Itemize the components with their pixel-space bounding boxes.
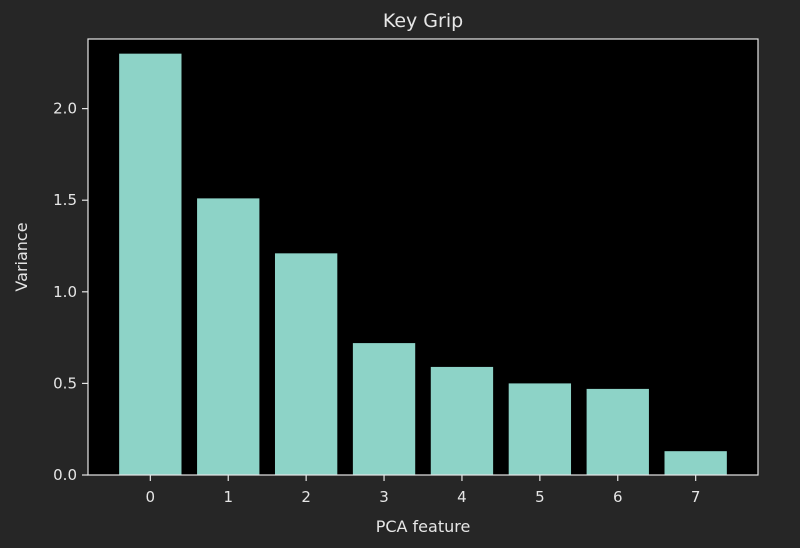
x-tick-label: 5 <box>535 488 545 506</box>
x-tick-label: 6 <box>613 488 623 506</box>
y-tick-label: 1.0 <box>53 283 77 301</box>
y-tick-label: 2.0 <box>53 100 77 118</box>
chart-title: Key Grip <box>383 10 463 32</box>
x-tick-label: 0 <box>146 488 156 506</box>
x-axis-ticks: 0 1 2 3 4 5 6 7 <box>146 475 701 506</box>
plot-frame <box>87 38 759 476</box>
x-tick-label: 4 <box>457 488 467 506</box>
bar-6 <box>586 388 649 475</box>
bar-5 <box>508 383 572 475</box>
x-axis-label: PCA feature <box>376 517 471 536</box>
bars <box>119 53 727 475</box>
y-axis-label: Variance <box>12 222 31 291</box>
y-tick-label: 1.5 <box>53 191 77 209</box>
plot-area <box>88 39 758 475</box>
x-tick-label: 1 <box>223 488 233 506</box>
x-tick-label: 2 <box>301 488 311 506</box>
bar-4 <box>430 366 494 475</box>
y-tick-label: 0.5 <box>53 374 77 392</box>
bar-1 <box>197 198 260 475</box>
x-tick-label: 3 <box>379 488 389 506</box>
y-axis-ticks: 0.0 0.5 1.0 1.5 2.0 <box>53 100 88 484</box>
bar-2 <box>274 253 338 475</box>
x-tick-label: 7 <box>691 488 701 506</box>
bar-7 <box>664 451 727 475</box>
bar-3 <box>352 343 416 475</box>
y-tick-label: 0.0 <box>53 466 77 484</box>
bar-0 <box>119 53 182 475</box>
